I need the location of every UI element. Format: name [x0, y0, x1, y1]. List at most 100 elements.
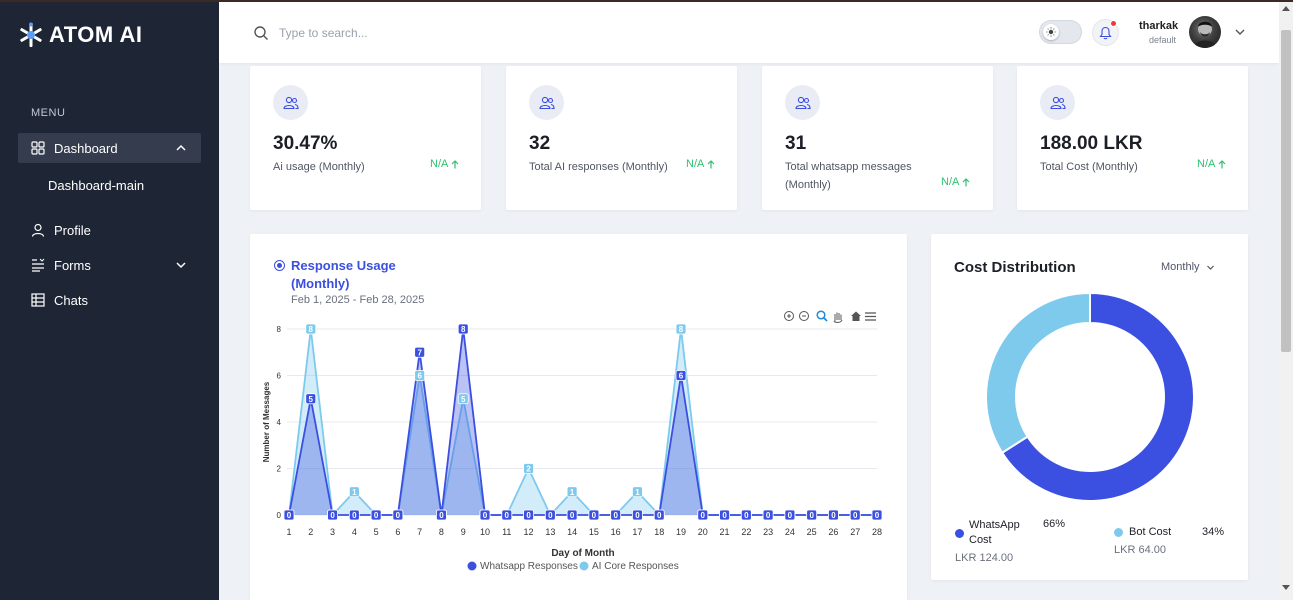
pan-hand-icon[interactable]	[833, 312, 843, 323]
series-line-0	[288, 328, 877, 516]
theme-toggle[interactable]	[1039, 20, 1082, 44]
data-label: 0	[544, 509, 556, 521]
menu-heading: MENU	[31, 107, 66, 119]
data-label: 0	[327, 509, 338, 521]
stat-card-ai-responses: 32 Total AI responses (Monthly) N/A	[506, 66, 737, 210]
x-axis-label: Day of Month	[551, 548, 614, 559]
sidebar-item-chats[interactable]: Chats	[18, 285, 201, 315]
svg-text:0: 0	[875, 511, 880, 520]
data-label: 0	[370, 509, 382, 521]
donut-slice-0	[1000, 291, 1195, 502]
chart-series-radio[interactable]	[274, 260, 285, 271]
stat-value: 31	[785, 133, 807, 154]
sidebar-item-profile[interactable]: Profile	[18, 215, 201, 245]
app-name: ATOM AI	[49, 22, 143, 47]
x-tick-label: 5	[374, 527, 379, 537]
x-tick-label: 15	[589, 527, 599, 537]
x-tick-label: 26	[828, 527, 838, 537]
svg-text:1: 1	[352, 488, 357, 497]
sidebar-item-label: Forms	[54, 257, 91, 273]
scroll-down-arrow-icon[interactable]	[1282, 585, 1290, 590]
sidebar: ATOM AI MENU Dashboard Dashboard-main Pr…	[0, 2, 219, 600]
svg-text:8: 8	[679, 325, 684, 334]
user-menu-chevron-icon[interactable]	[1234, 26, 1246, 38]
chart-date-range: Feb 1, 2025 - Feb 28, 2025	[291, 294, 425, 306]
stat-label: Ai usage (Monthly)	[273, 161, 365, 173]
svg-text:1: 1	[635, 488, 640, 497]
arrow-up-icon	[962, 177, 970, 186]
data-label: 8	[305, 323, 317, 335]
home-icon[interactable]	[851, 311, 861, 322]
menu-icon[interactable]	[865, 312, 876, 321]
x-tick-label: 28	[872, 527, 882, 537]
stat-value: 188.00 LKR	[1040, 133, 1143, 154]
app-logo[interactable]: ATOM AI	[18, 22, 143, 48]
sidebar-item-label: Dashboard	[54, 140, 118, 156]
notifications-button[interactable]	[1092, 19, 1119, 46]
legend-percent-whatsapp: 66%	[1043, 518, 1066, 530]
legend-amount-whatsapp: LKR 124.00	[955, 552, 1014, 564]
magnifier-icon[interactable]	[816, 310, 828, 322]
data-label: 0	[610, 509, 622, 521]
scrollbar-thumb[interactable]	[1281, 30, 1291, 352]
svg-text:0: 0	[570, 511, 575, 520]
arrow-up-icon	[451, 159, 459, 168]
data-label: 0	[806, 509, 818, 521]
x-tick-label: 3	[330, 527, 335, 537]
x-tick-label: 21	[720, 527, 730, 537]
user-role: default	[1148, 35, 1176, 45]
svg-text:0: 0	[853, 511, 858, 520]
data-label: 0	[348, 509, 360, 521]
x-tick-label: 17	[632, 527, 642, 537]
chart-toolbar[interactable]	[784, 310, 877, 323]
response-usage-card: Response Usage (Monthly) Feb 1, 2025 - F…	[250, 234, 907, 600]
zoom-in-icon[interactable]	[784, 311, 794, 321]
x-tick-label: 24	[785, 527, 795, 537]
data-label: 1	[348, 486, 360, 498]
x-tick-label: 2	[308, 527, 313, 537]
data-label: 0	[523, 509, 534, 521]
data-label: 2	[523, 463, 534, 474]
stat-card-total-cost: 188.00 LKR Total Cost (Monthly) N/A	[1017, 66, 1248, 210]
svg-text:0: 0	[809, 511, 814, 520]
svg-text:0: 0	[657, 511, 662, 520]
legend-marker	[467, 561, 477, 571]
donut-slice-1	[985, 291, 1091, 455]
x-tick-label: 19	[676, 527, 686, 537]
search-input[interactable]	[279, 22, 579, 44]
sidebar-subitem-dashboard-main[interactable]: Dashboard-main	[48, 178, 145, 193]
stat-value: 30.47%	[273, 133, 338, 154]
svg-text:7: 7	[417, 348, 422, 357]
zoom-out-icon[interactable]	[799, 311, 809, 321]
sidebar-item-label: Profile	[54, 222, 91, 238]
sidebar-item-dashboard[interactable]: Dashboard	[18, 133, 201, 163]
x-tick-label: 4	[352, 527, 357, 537]
data-label: 6	[414, 370, 426, 381]
data-label: 0	[632, 509, 643, 521]
table-icon	[30, 292, 46, 308]
x-tick-label: 27	[850, 527, 860, 537]
x-tick-label: 13	[545, 527, 555, 537]
user-name[interactable]: tharkak	[1139, 20, 1179, 32]
data-label: 0	[871, 509, 883, 521]
data-label: 0	[784, 509, 796, 521]
svg-text:0: 0	[352, 511, 357, 520]
chevron-up-icon	[176, 144, 186, 151]
scroll-up-arrow-icon[interactable]	[1282, 6, 1290, 11]
users-icon	[1040, 85, 1075, 120]
arrow-up-icon	[707, 159, 715, 168]
data-label: 0	[392, 509, 404, 521]
svg-text:2: 2	[526, 465, 531, 474]
y-axis-label: Number of Messages	[262, 381, 271, 462]
x-tick-label: 11	[502, 527, 511, 537]
sidebar-item-forms[interactable]: Forms	[18, 250, 201, 280]
data-label: 0	[479, 509, 491, 521]
x-tick-label: 22	[741, 527, 751, 537]
x-tick-label: 7	[417, 527, 422, 537]
data-label: 0	[436, 509, 447, 521]
avatar[interactable]	[1189, 16, 1221, 48]
svg-text:0: 0	[831, 511, 836, 520]
period-dropdown[interactable]: Monthly	[1161, 261, 1215, 273]
page-scrollbar[interactable]	[1279, 2, 1293, 600]
